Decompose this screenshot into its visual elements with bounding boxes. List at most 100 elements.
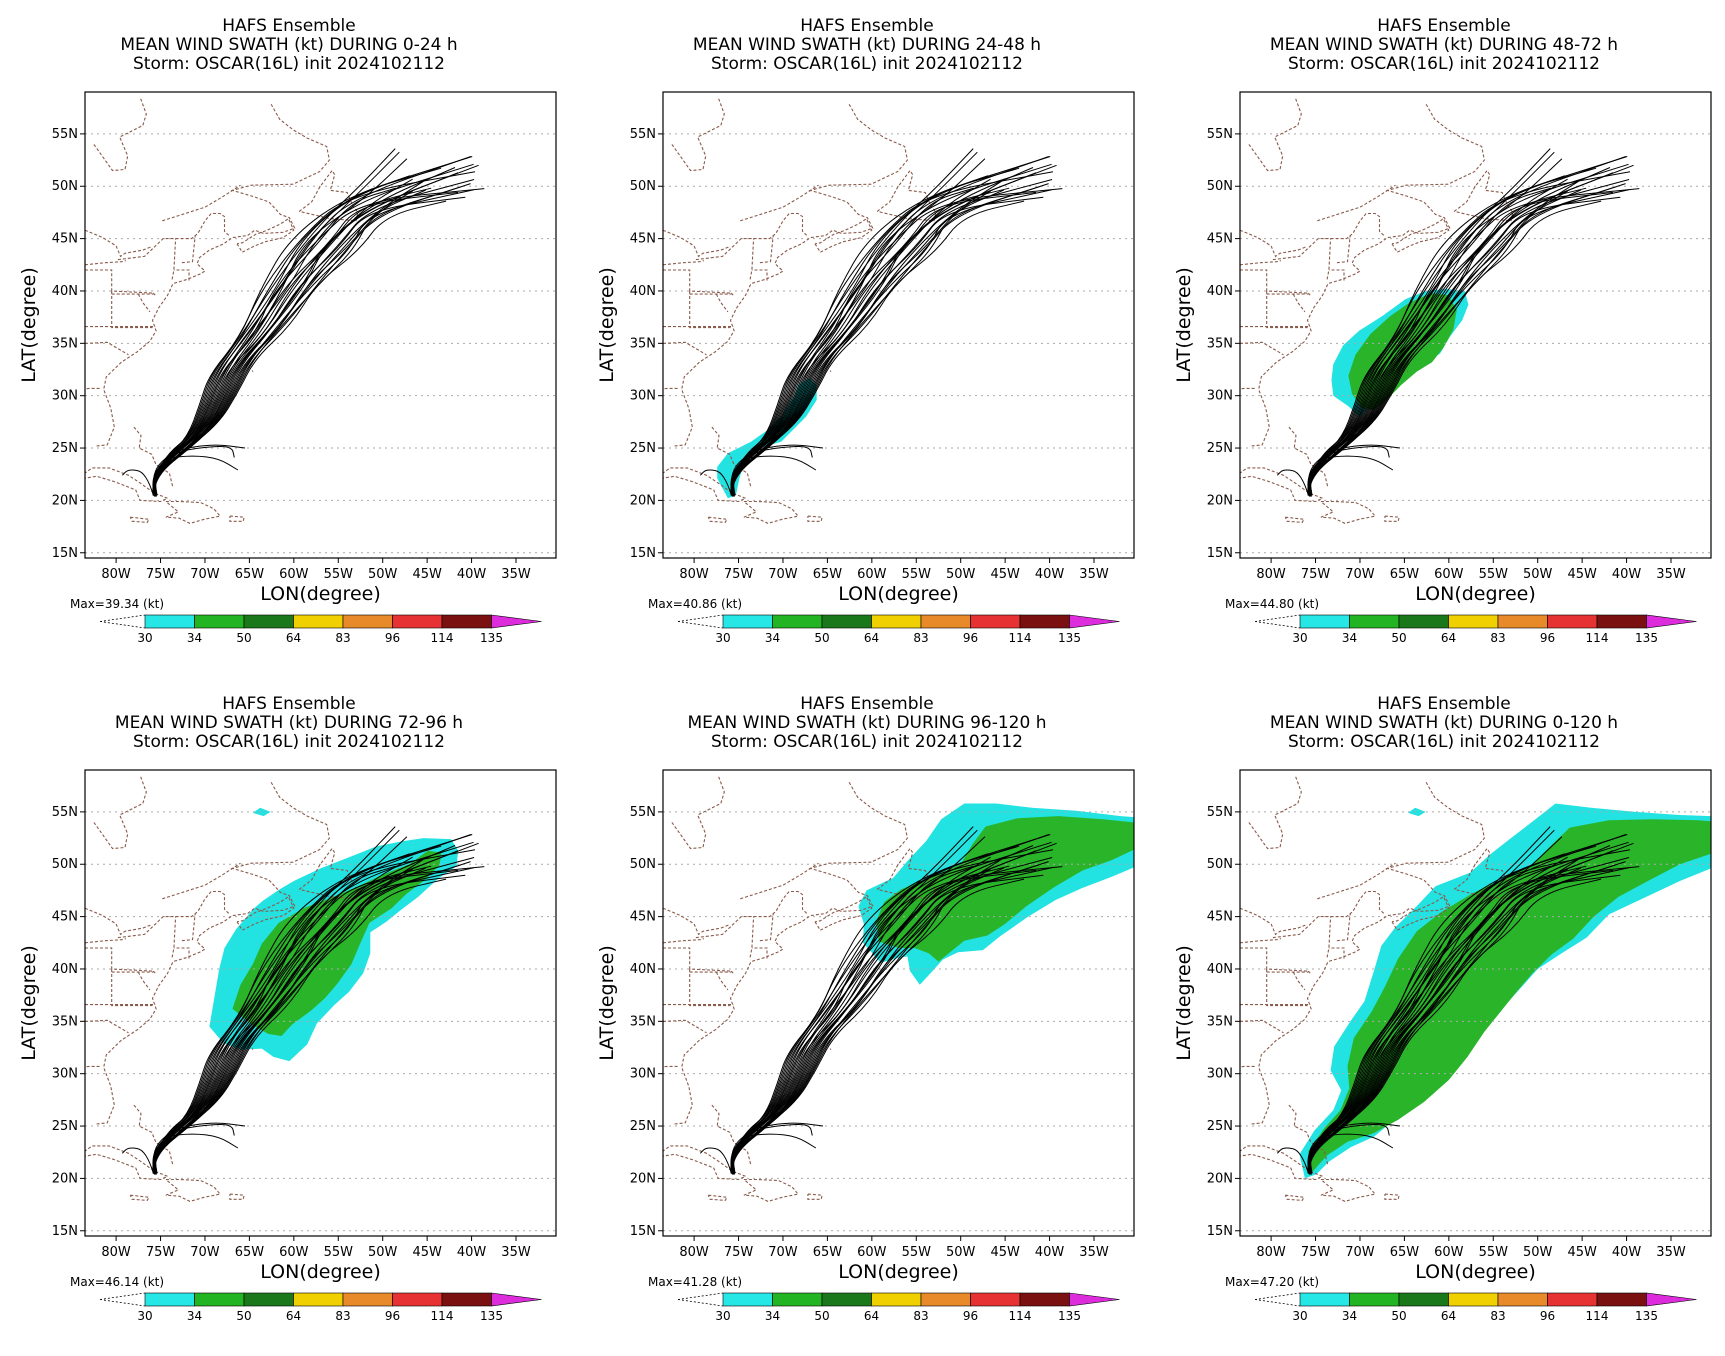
colorbar-segment: [293, 614, 344, 629]
border: [181, 913, 196, 942]
colorbar-segment: [1349, 1292, 1400, 1307]
colorbar-segment: [1547, 1292, 1598, 1307]
map-frame: [84, 91, 557, 559]
track-line: [1307, 869, 1614, 1172]
border: [85, 269, 154, 294]
max-wind-label: Max=47.20 (kt): [1225, 1275, 1319, 1289]
colorbar-segment: [1596, 614, 1647, 629]
coastline: [1251, 103, 1485, 447]
colorbar: 30 34 50 64 83 96 114 135: [1254, 1292, 1697, 1323]
track-line: [154, 151, 400, 493]
track-line: [699, 469, 732, 496]
lon-tick-label: 40W: [457, 1245, 487, 1260]
track-line: [153, 1122, 246, 1173]
colorbar: 30 34 50 64 83 96 114 135: [99, 1292, 542, 1323]
lon-tick-label: 50W: [1523, 1245, 1553, 1260]
lon-tick-label: 75W: [1301, 567, 1331, 582]
lat-tick-label: 15N: [630, 546, 656, 561]
track-line: [1307, 200, 1602, 496]
colorbar-level-label: 135: [1635, 631, 1658, 645]
lat-tick-label: 25N: [630, 1119, 656, 1134]
lat-tick-label: 25N: [630, 441, 656, 456]
coastline: [96, 103, 330, 447]
lon-tick-label: 45W: [1567, 1245, 1597, 1260]
coastline: [1288, 426, 1329, 488]
colorbar-level-label: 96: [385, 1309, 400, 1323]
coastline: [671, 775, 725, 850]
border: [663, 1019, 707, 1034]
track-line: [732, 156, 1049, 497]
coastline: [1317, 862, 1396, 900]
track-line: [1276, 469, 1309, 496]
lon-tick-label: 75W: [724, 1245, 754, 1260]
border: [1240, 1019, 1284, 1034]
lon-tick-label: 60W: [857, 567, 887, 582]
colorbar-segment: [772, 614, 823, 629]
track-line: [1309, 834, 1628, 1175]
colorbar-level-label: 96: [1540, 1309, 1555, 1323]
coastline: [671, 97, 725, 172]
track-line: [154, 834, 471, 1175]
map-frame: [84, 769, 557, 1237]
coastline: [1240, 229, 1306, 258]
coastline: [674, 781, 908, 1125]
border: [85, 1065, 101, 1068]
map-frame: [1239, 769, 1712, 1237]
coastline: [298, 847, 359, 900]
colorbar-level-label: 135: [1058, 631, 1081, 645]
border: [1266, 969, 1308, 1007]
track-line: [154, 156, 473, 497]
lon-tick-label: 50W: [946, 1245, 976, 1260]
border: [171, 916, 177, 958]
colorbar-low-triangle: [1254, 1292, 1301, 1307]
panel-title-line3: Storm: OSCAR(16L) init 2024102112: [711, 732, 1023, 752]
coastline: [85, 260, 127, 266]
lon-tick-label: 55W: [324, 1245, 354, 1260]
coastline: [876, 169, 937, 222]
border: [663, 947, 732, 972]
border: [695, 890, 809, 939]
coastline: [1320, 500, 1377, 524]
border: [695, 212, 809, 261]
panel-title-line2: MEAN WIND SWATH (kt) DURING 0-120 h: [1270, 713, 1618, 733]
panel-title-line3: Storm: OSCAR(16L) init 2024102112: [133, 732, 445, 752]
coastline: [85, 938, 127, 944]
colorbar-segment: [1596, 1292, 1647, 1307]
colorbar-level-label: 34: [765, 1309, 780, 1323]
track-line: [1309, 179, 1630, 497]
lat-tick-label: 40N: [630, 284, 656, 299]
lat-tick-label: 20N: [52, 1171, 78, 1186]
panel-title-line3: Storm: OSCAR(16L) init 2024102112: [711, 54, 1023, 74]
lat-tick-label: 40N: [630, 962, 656, 977]
coastlines: [663, 775, 937, 1202]
colorbar-high-triangle: [491, 1292, 542, 1307]
track-line: [732, 834, 1049, 1175]
coastlines: [85, 775, 359, 1202]
coastline: [1240, 907, 1306, 936]
lon-tick-label: 70W: [768, 1245, 798, 1260]
x-axis-label: LON(degree): [260, 1261, 381, 1283]
ensemble-tracks: [699, 826, 1063, 1175]
lon-tick-label: 40W: [1612, 1245, 1642, 1260]
colorbar-level-label: 30: [1292, 1309, 1307, 1323]
colorbar-level-label: 50: [814, 631, 829, 645]
coastline: [1288, 1104, 1329, 1166]
coastline: [162, 184, 241, 222]
colorbar: 30 34 50 64 83 96 114 135: [99, 614, 542, 645]
coastline: [162, 862, 241, 900]
lat-tick-label: 30N: [52, 1067, 78, 1082]
border: [85, 387, 101, 390]
colorbar-level-label: 96: [963, 631, 978, 645]
lon-tick-label: 40W: [1035, 567, 1065, 582]
colorbar-level-label: 96: [1540, 631, 1555, 645]
panel-title-line1: HAFS Ensemble: [222, 694, 355, 714]
colorbar-level-label: 114: [1586, 1309, 1609, 1323]
colorbar-segment: [821, 614, 872, 629]
max-wind-label: Max=44.80 (kt): [1225, 597, 1319, 611]
coastline: [1240, 467, 1325, 503]
colorbar-level-label: 96: [385, 631, 400, 645]
colorbar-high-triangle: [1069, 1292, 1120, 1307]
lon-tick-label: 65W: [1390, 567, 1420, 582]
track-line: [152, 191, 459, 494]
